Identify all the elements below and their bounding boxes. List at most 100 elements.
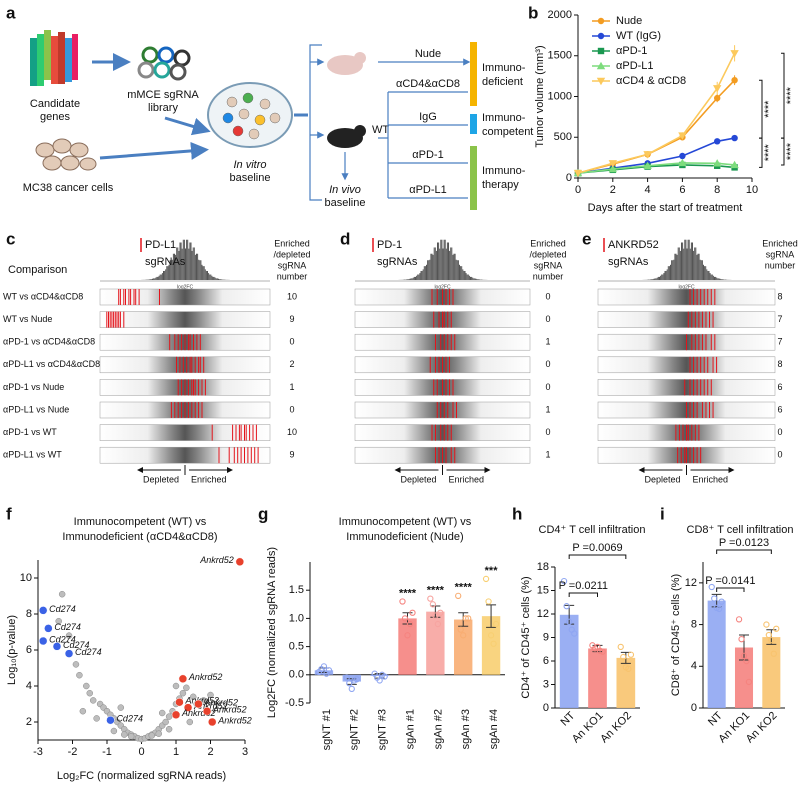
histogram-bar bbox=[200, 260, 202, 280]
replicate-point bbox=[740, 652, 748, 660]
histogram-bar bbox=[695, 247, 697, 280]
histogram-bar bbox=[656, 277, 658, 280]
highlight-point bbox=[235, 557, 245, 567]
histogram-bar bbox=[183, 239, 185, 280]
replicate-point bbox=[434, 620, 442, 628]
highlight-point bbox=[52, 642, 62, 651]
histogram-bar bbox=[698, 253, 700, 280]
histogram-bar bbox=[689, 248, 691, 280]
y-tick-label: 18 bbox=[537, 561, 549, 573]
panel-label: h bbox=[512, 504, 522, 523]
histogram-bar bbox=[703, 264, 704, 280]
point-label: Ankrd52 bbox=[188, 672, 223, 682]
count-header: Enriched bbox=[274, 238, 310, 248]
replicate-point bbox=[343, 674, 350, 681]
histogram-bar bbox=[421, 270, 423, 280]
y-tick-label: 8 bbox=[691, 618, 697, 630]
y-tick-label: 1000 bbox=[548, 90, 572, 102]
histogram-bar bbox=[159, 274, 161, 280]
strip bbox=[99, 288, 271, 306]
point bbox=[608, 164, 617, 173]
highlight-point bbox=[44, 624, 53, 633]
legend-marker bbox=[596, 77, 606, 86]
histogram-bar bbox=[208, 273, 210, 280]
count: 0 bbox=[545, 314, 550, 324]
histogram-bar bbox=[721, 279, 723, 280]
histogram-bar bbox=[416, 275, 418, 280]
replicate-point bbox=[718, 598, 725, 605]
x-tick-label: NT bbox=[706, 709, 725, 728]
histogram-bar bbox=[704, 266, 706, 280]
legend-marker bbox=[597, 47, 605, 55]
chart-title: CD8⁺ T cell infiltration bbox=[687, 524, 794, 536]
histogram-bar bbox=[438, 242, 440, 280]
highlight-point bbox=[194, 699, 203, 709]
histogram-bar bbox=[451, 247, 453, 280]
histogram-bar bbox=[407, 279, 409, 280]
point bbox=[679, 152, 686, 160]
y-tick-label: 6 bbox=[543, 655, 549, 667]
histogram-xlabel: log2FC bbox=[678, 284, 695, 290]
x-tick-label: sgNT #1 bbox=[321, 709, 333, 750]
x-tick-label: 2 bbox=[207, 746, 213, 758]
histogram-bar bbox=[410, 278, 412, 280]
histogram-bar bbox=[180, 242, 182, 280]
row-label: αPD-L1 vs αCD4&αCD8 bbox=[3, 359, 100, 369]
series-line bbox=[577, 162, 735, 174]
histogram-bar bbox=[476, 279, 478, 280]
replicate-point bbox=[465, 615, 472, 622]
histogram-bar bbox=[176, 247, 178, 280]
y-axis-label: CD8⁺ of CD45⁺ cells (%) bbox=[670, 574, 682, 696]
histogram-bar bbox=[422, 269, 424, 280]
x-tick-label: 6 bbox=[679, 184, 685, 196]
point-label: Ankrd52 bbox=[203, 697, 238, 707]
count-header: sgRNA bbox=[534, 260, 563, 270]
histogram-bar bbox=[155, 277, 157, 280]
replicate-point bbox=[348, 685, 355, 693]
point bbox=[127, 733, 135, 740]
point-label: Ankrd52 bbox=[199, 555, 234, 565]
x-tick-label: NT bbox=[558, 709, 577, 728]
histogram-bar bbox=[700, 260, 702, 280]
p-value: P =0.0211 bbox=[559, 580, 608, 592]
gene-name: PD-L1 bbox=[145, 239, 176, 251]
histogram-bar bbox=[212, 276, 214, 280]
direction-label: Depleted bbox=[644, 474, 680, 484]
x-tick-label: 4 bbox=[645, 184, 651, 196]
highlight-point bbox=[207, 717, 217, 727]
count: 10 bbox=[287, 291, 297, 301]
replicate-point bbox=[627, 651, 635, 658]
histogram-bar bbox=[711, 274, 713, 280]
histogram-bar bbox=[692, 242, 693, 280]
histogram-bar bbox=[455, 259, 457, 280]
histogram-bar bbox=[431, 253, 433, 280]
row-label: αPD-L1 vs WT bbox=[3, 450, 62, 460]
diagram-text: In vivo bbox=[329, 184, 361, 196]
replicate-point bbox=[404, 632, 411, 639]
histogram-bar bbox=[423, 266, 425, 280]
histogram-bar bbox=[670, 264, 671, 280]
histogram-bar bbox=[722, 279, 724, 280]
point bbox=[117, 704, 125, 711]
y-tick-label: 500 bbox=[554, 131, 572, 143]
histogram-bar bbox=[707, 270, 709, 280]
count: 10 bbox=[287, 427, 297, 437]
histogram-bar bbox=[178, 250, 180, 280]
bar bbox=[342, 674, 361, 682]
histogram-bar bbox=[177, 247, 179, 280]
histogram-bar bbox=[218, 278, 219, 280]
count: 6 bbox=[777, 404, 782, 414]
histogram-bar bbox=[659, 276, 660, 280]
replicate-point bbox=[399, 598, 406, 605]
x-tick-label: sgNT #3 bbox=[377, 709, 389, 750]
histogram-bar bbox=[652, 279, 654, 280]
point bbox=[573, 169, 583, 178]
replicate-point bbox=[743, 657, 750, 665]
significance: **** bbox=[399, 587, 417, 599]
histogram-bar bbox=[660, 275, 662, 280]
row-label: αPD-1 vs αCD4&αCD8 bbox=[3, 337, 95, 347]
y-tick-label: 1.0 bbox=[289, 612, 304, 624]
histogram-bar bbox=[427, 260, 429, 280]
chart-title: Immunocompetent (WT) vs bbox=[339, 516, 472, 528]
count-header: Enriched bbox=[762, 238, 798, 248]
